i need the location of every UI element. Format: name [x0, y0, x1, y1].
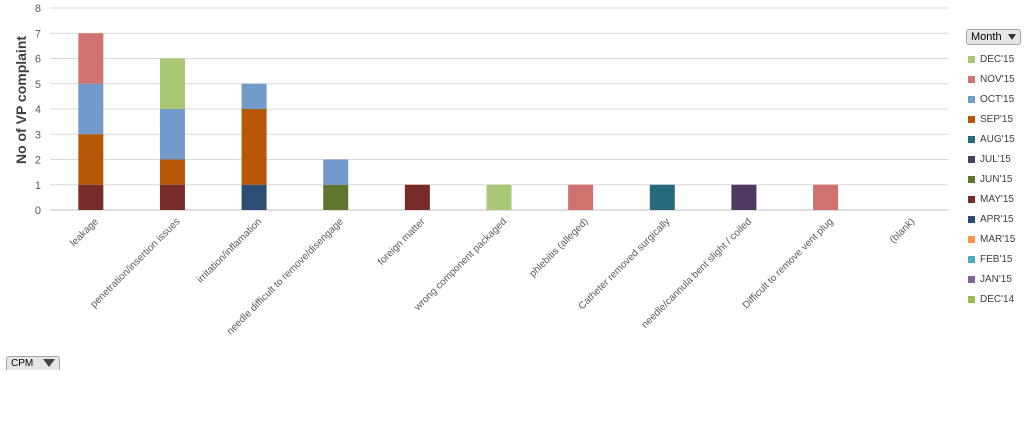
legend-swatch	[968, 55, 975, 63]
bar-segment	[159, 184, 185, 210]
legend-label: DEC'15	[980, 53, 1015, 65]
legend-label: AUG'15	[980, 133, 1015, 145]
x-category-label: Catheter removed surgically	[577, 216, 673, 312]
legend-swatch	[968, 295, 975, 303]
bar-segment	[568, 184, 594, 210]
legend-label: MAR'15	[980, 233, 1016, 245]
bar-segment	[731, 184, 757, 210]
legend-swatch	[968, 95, 975, 103]
y-tick-label: 3	[35, 129, 41, 141]
legend-label: JAN'15	[980, 273, 1012, 285]
legend-swatch	[968, 255, 975, 263]
legend-item: NOV'15	[968, 69, 1015, 89]
legend-item: JAN'15	[968, 269, 1015, 289]
bar-segment	[241, 184, 267, 210]
legend-swatch	[968, 195, 975, 203]
bar-segment	[78, 33, 104, 84]
x-category-label: (blank)	[888, 216, 917, 245]
legend-item: OCT'15	[968, 89, 1015, 109]
legend-item: JUN'15	[968, 169, 1015, 189]
x-category-label: penetration/insertion issues	[89, 216, 183, 310]
bar-segment	[78, 83, 104, 135]
bar-segment	[813, 184, 839, 210]
x-category-label: Difficult to remove vent plug	[741, 216, 836, 311]
cpm-filter-button[interactable]: CPM	[6, 356, 60, 370]
gridlines	[50, 7, 948, 211]
bar-segment	[78, 184, 104, 210]
legend-label: JUL'15	[980, 153, 1011, 165]
x-category-label: leakage	[68, 216, 101, 249]
bar-segment	[159, 109, 185, 160]
legend-label: JUN'15	[980, 173, 1013, 185]
legend-item: SEP'15	[968, 109, 1015, 129]
y-tick-label: 6	[35, 54, 41, 66]
bar-segment	[323, 159, 349, 185]
bar-segment	[649, 184, 675, 210]
legend-item: DEC'14	[968, 289, 1015, 309]
x-category-label: phlebitis (alleged)	[528, 216, 591, 279]
legend-swatch	[968, 215, 975, 223]
legend-swatch	[968, 115, 975, 123]
legend-item: AUG'15	[968, 129, 1015, 149]
bar-segment	[404, 184, 430, 210]
legend-item: DEC'15	[968, 49, 1015, 69]
bars	[78, 33, 839, 210]
y-axis-ticks: 0 1 2 3 4 5 6 7 8	[35, 3, 41, 217]
legend: DEC'15 NOV'15 OCT'15 SEP'15 AUG'15 JUL'15 JUN'…	[968, 49, 1015, 309]
legend-item: APR'15	[968, 209, 1015, 229]
legend-label: OCT'15	[980, 93, 1015, 105]
legend-swatch	[968, 75, 975, 83]
legend-label: APR'15	[980, 213, 1014, 225]
bar-segment	[78, 134, 104, 185]
y-tick-label: 5	[35, 79, 41, 91]
y-tick-label: 0	[35, 205, 41, 217]
dropdown-arrow-icon	[43, 359, 55, 367]
legend-swatch	[968, 135, 975, 143]
x-category-label: foreign matter	[376, 216, 428, 268]
filter-label: CPM	[11, 358, 34, 369]
legend-title: Month	[971, 31, 1002, 43]
legend-label: FEB'15	[980, 253, 1013, 265]
y-axis-label: No of VP complaint	[13, 36, 29, 164]
month-filter-button[interactable]: Month	[966, 29, 1021, 45]
legend-swatch	[968, 235, 975, 243]
bar-segment	[159, 58, 185, 109]
y-tick-label: 8	[35, 3, 41, 15]
bar-segment	[486, 184, 512, 210]
legend-item: FEB'15	[968, 249, 1015, 269]
legend-item: MAY'15	[968, 189, 1015, 209]
legend-label: MAY'15	[980, 193, 1014, 205]
y-tick-label: 7	[35, 28, 41, 40]
legend-label: SEP'15	[980, 113, 1014, 125]
legend-swatch	[968, 175, 975, 183]
x-category-label: wrong component packaged	[412, 216, 509, 313]
bar-segment	[159, 159, 185, 185]
legend-swatch	[968, 275, 975, 283]
legend-item: MAR'15	[968, 229, 1015, 249]
x-category-label: irritation/inflamation	[195, 216, 264, 285]
bar-segment	[241, 83, 267, 109]
y-tick-label: 1	[35, 180, 41, 192]
legend-label: NOV'15	[980, 73, 1015, 85]
y-tick-label: 4	[35, 104, 41, 116]
bar-segment	[241, 109, 267, 185]
legend-label: DEC'14	[980, 293, 1015, 305]
dropdown-arrow-icon	[1008, 34, 1016, 40]
legend-swatch	[968, 155, 975, 163]
legend-item: JUL'15	[968, 149, 1015, 169]
bar-segment	[323, 184, 349, 210]
y-tick-label: 2	[35, 155, 41, 167]
